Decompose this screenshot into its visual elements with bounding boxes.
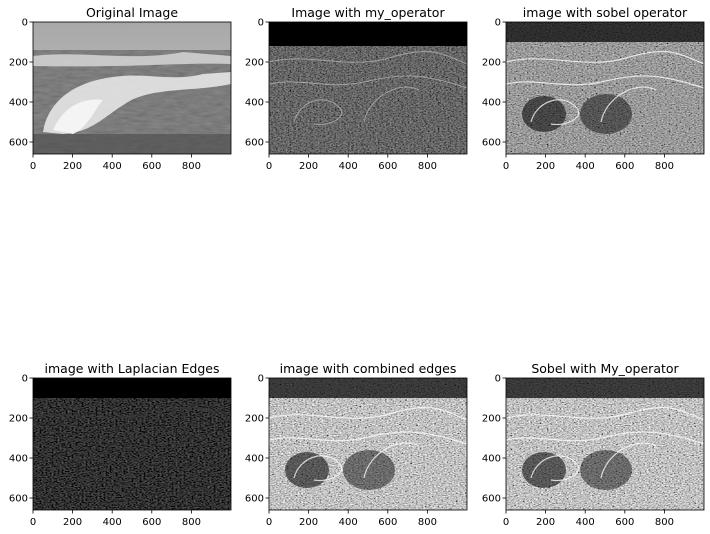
panel-3-title: image with sobel operator bbox=[523, 5, 688, 20]
panel-5-xtick-label: 400 bbox=[339, 517, 358, 528]
panel-6-ytick-label: 200 bbox=[482, 414, 501, 425]
panel-1-image bbox=[33, 22, 231, 154]
panel-4-ytick-label: 600 bbox=[9, 494, 28, 505]
panel-5-image bbox=[269, 378, 467, 510]
panel-3: image with sobel operator 0 200 400 600 800 0 2… bbox=[482, 5, 705, 172]
panel-4-xtick-label: 200 bbox=[63, 517, 82, 528]
panel-2-xtick-label: 200 bbox=[299, 161, 318, 172]
panel-1: Original Image 0 200 400 600 800 0 200 400 600 bbox=[9, 5, 232, 172]
panel-5-xtick-label: 600 bbox=[378, 517, 397, 528]
panel-4-xtick-label: 600 bbox=[142, 517, 161, 528]
panel-6-frame bbox=[505, 377, 705, 511]
panel-5-xtick-label: 200 bbox=[299, 517, 318, 528]
panel-2: Image with my_operator 0 200 400 600 800 0 200 4… bbox=[245, 5, 468, 172]
panel-6-ytick-label: 600 bbox=[482, 494, 501, 505]
panel-6-title: Sobel with My_operator bbox=[531, 361, 679, 376]
panel-3-ytick-label: 400 bbox=[482, 98, 501, 109]
panel-1-frame bbox=[32, 21, 232, 155]
panel-1-ytick-label: 400 bbox=[9, 98, 28, 109]
panel-1-xtick-label: 0 bbox=[30, 161, 36, 172]
panel-3-xtick-label: 800 bbox=[655, 161, 674, 172]
panel-1-xtick-label: 200 bbox=[63, 161, 82, 172]
panel-1-xtick-label: 600 bbox=[142, 161, 161, 172]
panel-4-ytick-label: 0 bbox=[22, 374, 28, 385]
panel-6-xtick-label: 0 bbox=[503, 517, 509, 528]
panel-5-frame bbox=[268, 377, 468, 511]
panel-2-ytick-label: 400 bbox=[245, 98, 264, 109]
panel-3-image bbox=[506, 22, 704, 154]
panel-1-ytick-label: 600 bbox=[9, 138, 28, 149]
panel-5-ytick-label: 200 bbox=[245, 414, 264, 425]
panel-4-frame bbox=[32, 377, 232, 511]
panel-3-frame bbox=[505, 21, 705, 155]
panel-4-ytick-label: 200 bbox=[9, 414, 28, 425]
panel-4-title: image with Laplacian Edges bbox=[45, 361, 220, 376]
panel-3-xtick-label: 200 bbox=[536, 161, 555, 172]
panel-1-xtick-label: 800 bbox=[182, 161, 201, 172]
panel-4-image bbox=[33, 378, 231, 510]
panel-5-xtick-label: 0 bbox=[266, 517, 272, 528]
panel-2-ytick-label: 200 bbox=[245, 58, 264, 69]
panel-1-title: Original Image bbox=[86, 5, 178, 20]
panel-2-xtick-label: 800 bbox=[418, 161, 437, 172]
panel-3-ytick-label: 200 bbox=[482, 58, 501, 69]
panel-2-xtick-label: 400 bbox=[339, 161, 358, 172]
panel-2-image bbox=[269, 22, 467, 154]
panel-5-ytick-label: 400 bbox=[245, 454, 264, 465]
panel-5-ytick-label: 0 bbox=[258, 374, 264, 385]
panel-6-image bbox=[506, 378, 704, 510]
panel-1-ytick-label: 0 bbox=[22, 18, 28, 29]
panel-6-ytick-label: 400 bbox=[482, 454, 501, 465]
panel-3-ytick-label: 0 bbox=[495, 18, 501, 29]
panel-4-ytick-label: 400 bbox=[9, 454, 28, 465]
panel-4-xtick-label: 400 bbox=[103, 517, 122, 528]
panel-2-title: Image with my_operator bbox=[291, 5, 445, 20]
panel-4: image with Laplacian Edges 0 200 400 600 800 0… bbox=[9, 361, 232, 528]
panel-6-xtick-label: 200 bbox=[536, 517, 555, 528]
panel-2-ytick-label: 0 bbox=[258, 18, 264, 29]
panel-2-frame bbox=[268, 21, 468, 155]
panel-6: Sobel with My_operator 0 200 400 600 800 0 200 4… bbox=[482, 361, 705, 528]
panel-3-ytick-label: 600 bbox=[482, 138, 501, 149]
panel-5-title: image with combined edges bbox=[280, 361, 457, 376]
panel-5-ytick-label: 600 bbox=[245, 494, 264, 505]
panel-3-xtick-label: 400 bbox=[576, 161, 595, 172]
panel-2-xtick-label: 0 bbox=[266, 161, 272, 172]
panel-6-xtick-label: 400 bbox=[576, 517, 595, 528]
panel-4-xtick-label: 0 bbox=[30, 517, 36, 528]
panel-5: image with combined edges 0 200 400 600 800 0 2… bbox=[245, 361, 468, 528]
panel-3-xtick-label: 600 bbox=[615, 161, 634, 172]
panel-6-xtick-label: 800 bbox=[655, 517, 674, 528]
panel-4-xtick-label: 800 bbox=[182, 517, 201, 528]
panel-6-ytick-label: 0 bbox=[495, 374, 501, 385]
panel-2-xtick-label: 600 bbox=[378, 161, 397, 172]
panel-5-xtick-label: 800 bbox=[418, 517, 437, 528]
panel-1-ytick-label: 200 bbox=[9, 58, 28, 69]
panel-3-xtick-label: 0 bbox=[503, 161, 509, 172]
panel-6-xtick-label: 600 bbox=[615, 517, 634, 528]
panel-1-xtick-label: 400 bbox=[103, 161, 122, 172]
panel-2-ytick-label: 600 bbox=[245, 138, 264, 149]
